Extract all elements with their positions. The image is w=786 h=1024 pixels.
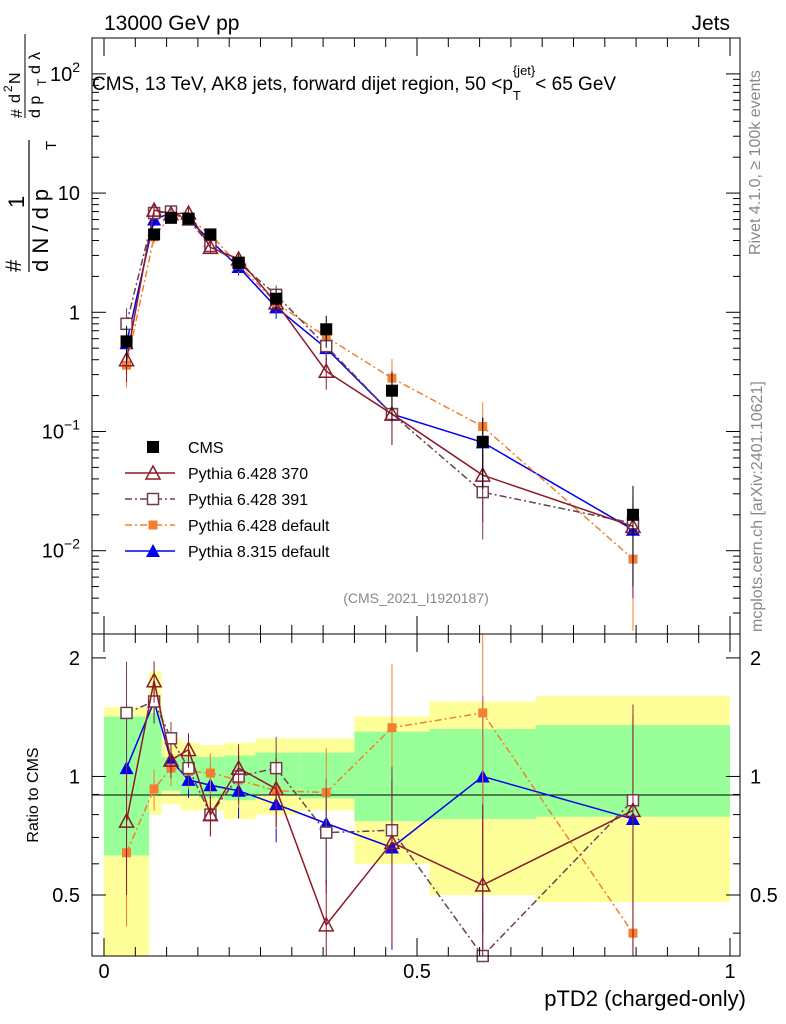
green-band-bin [149, 712, 162, 795]
legend-label-pythia-8-315-default: Pythia 8.315 default [188, 544, 330, 561]
ratio-tick-label-right: 2 [750, 648, 761, 670]
x-tick-label: 0 [98, 961, 109, 983]
legend-marker-pythia-6-428-default [148, 520, 158, 530]
y-label-lambda: λ [27, 52, 44, 60]
main-y-label: # 1 d N / d p T # d 2 N d p T d λ [1, 34, 60, 272]
cms-main-point [164, 211, 177, 224]
ratio-tick-label-left: 1 [69, 766, 80, 788]
cms-main-point [626, 508, 639, 521]
pythia-6-428-391-ratio-line [126, 700, 634, 958]
pythia-6-428-370-ratio-point [317, 916, 335, 932]
pythia-6-428-default-ratio-point [387, 723, 397, 733]
pythia-6-428-370-ratio-point [624, 801, 642, 818]
x-tick-label: 1 [724, 961, 735, 983]
y-label-d2: d [27, 65, 44, 74]
y-label-two: 2 [1, 85, 15, 92]
pythia-6-428-370-main-point [118, 351, 135, 367]
pythia-6-428-default-ratio-point [205, 768, 215, 778]
ratio-y-axis: 2 2 1 1 0.5 0.5 [52, 648, 778, 934]
cms-main-point [232, 256, 245, 269]
legend-label-pythia-6-428-391: Pythia 6.428 391 [188, 492, 308, 509]
pythia-6-428-370-main-point [145, 201, 163, 217]
pythia-6-428-370-ratio-point [202, 806, 219, 822]
pythia-6-428-default-ratio-point [149, 784, 159, 794]
category-label: Jets [691, 12, 730, 35]
plot-title-end: < 65 GeV [535, 74, 616, 95]
y-tick-label: 10−2 [42, 536, 80, 563]
pythia-6-428-370-ratio-point [145, 672, 163, 688]
pythia-6-428-370-main-point [202, 238, 219, 255]
cms-main-point [320, 323, 333, 336]
y-tick-label: 1 [69, 302, 80, 324]
main-x-ticks [103, 38, 731, 634]
x-axis-label: pTD2 (charged-only) [544, 986, 746, 1011]
ratio-x-axis: 0 0.5 1 [98, 634, 736, 983]
y-label-denominator: d N / d p [28, 189, 53, 272]
pythia-6-428-391-ratio-point [164, 732, 178, 745]
ratio-panel: 2 21 10.5 0.5 0 0.5 1 [52, 633, 778, 983]
rivet-label: Rivet 4.1.0, ≥ 100k events [747, 70, 764, 255]
ratio-series [118, 634, 642, 963]
pythia-6-428-default-ratio-point [478, 708, 488, 718]
cms-main-point [476, 435, 489, 448]
pythia-6-428-391-ratio-point [319, 826, 333, 839]
y-label-numerator: 1 [4, 196, 29, 208]
y-tick-label: 10 [58, 183, 80, 205]
y-tick-label: 102 [50, 59, 80, 86]
legend-marker-pythia-6-428-370 [144, 464, 162, 480]
ratio-tick-label-right: 1 [750, 766, 761, 788]
plot-title-sup: {jet} [513, 63, 536, 78]
ratio-tick-label-right: 0.5 [750, 885, 778, 907]
energy-label: 13000 GeV pp [104, 12, 239, 35]
pythia-6-428-370-ratio-point [474, 876, 491, 892]
y-label-dp: d p [27, 96, 44, 118]
main-series [118, 201, 642, 631]
y-label-n: N [7, 72, 24, 84]
cms-main-point [270, 292, 283, 305]
plot-title-main: CMS, 13 TeV, AK8 jets, forward dijet reg… [92, 74, 513, 95]
cms-main-point [120, 335, 133, 348]
plot-title: CMS, 13 TeV, AK8 jets, forward dijet reg… [92, 63, 616, 103]
pythia-6-428-370-ratio-point [180, 741, 197, 757]
pythia-6-428-370-ratio-point [118, 812, 135, 828]
pythia-6-428-370-ratio-point [383, 833, 401, 850]
mcplots-label: mcplots.cern.ch [arXiv:2401.10621] [749, 381, 766, 632]
ratio-frame [91, 633, 741, 957]
y-label-hash: # [1, 259, 26, 272]
pythia-6-428-391-ratio-point [120, 706, 133, 720]
ratio-y-label: Ratio to CMS [25, 747, 42, 842]
pythia-6-428-370-main-point [317, 362, 335, 379]
legend: CMS Pythia 6.428 370 Pythia 6.428 391 Pythi… [125, 440, 330, 561]
y-label-hash2: # [9, 109, 26, 118]
pythia-6-428-370-ratio-point [162, 751, 180, 767]
legend-label-pythia-6-428-default: Pythia 6.428 default [188, 518, 330, 535]
y-label-d: d [7, 94, 24, 103]
pythia-6-428-370-ratio-point [230, 759, 247, 775]
cms-main-point [204, 228, 217, 241]
ratio-tick-label-left: 0.5 [52, 885, 80, 907]
main-panel: 102 10 1 10−1 10−2 CMS, 13 TeV, AK8 jets, fo… [42, 37, 741, 635]
main-y-axis: 102 10 1 10−1 10−2 [42, 37, 740, 635]
y-label-sub-t2: T [35, 78, 49, 86]
plot-title-sub: T [513, 88, 521, 103]
legend-marker-pythia-8-315-default [146, 544, 160, 557]
y-tick-label: 10−1 [42, 416, 80, 443]
legend-marker-cms [147, 441, 159, 453]
ratio-tick-label-left: 2 [69, 648, 80, 670]
cms-main-point [182, 212, 195, 225]
y-label-sub-t: T [43, 141, 60, 150]
cms-main-point [148, 228, 161, 241]
analysis-id: (CMS_2021_I1920187) [343, 590, 489, 606]
x-tick-label: 0.5 [403, 961, 431, 983]
legend-label-pythia-6-428-370: Pythia 6.428 370 [188, 466, 308, 483]
pythia-6-428-370-ratio-point [267, 780, 285, 796]
cms-main-point [385, 384, 398, 397]
legend-marker-pythia-6-428-391 [146, 492, 160, 506]
legend-label-cms: CMS [188, 440, 224, 457]
